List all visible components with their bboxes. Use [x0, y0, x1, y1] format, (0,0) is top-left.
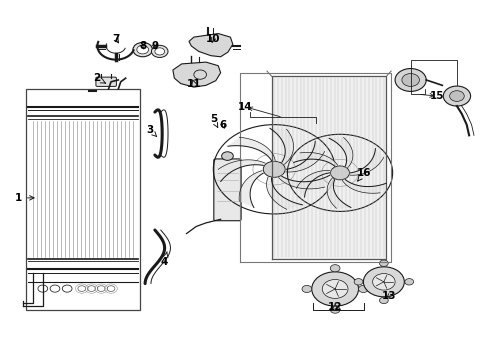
Text: 16: 16	[357, 168, 371, 181]
Polygon shape	[327, 178, 351, 208]
Circle shape	[379, 297, 388, 303]
Text: 5: 5	[210, 114, 218, 127]
Polygon shape	[279, 175, 330, 189]
Circle shape	[330, 306, 340, 313]
Circle shape	[137, 45, 148, 54]
Polygon shape	[329, 138, 353, 168]
Polygon shape	[189, 33, 233, 57]
Polygon shape	[239, 171, 263, 208]
Text: 11: 11	[187, 78, 201, 89]
Circle shape	[155, 48, 165, 55]
Polygon shape	[218, 160, 265, 181]
Text: 4: 4	[161, 252, 168, 267]
Circle shape	[221, 152, 233, 160]
Polygon shape	[267, 177, 302, 209]
FancyBboxPatch shape	[214, 159, 241, 221]
Circle shape	[354, 279, 363, 285]
Text: 8: 8	[139, 41, 147, 51]
FancyBboxPatch shape	[96, 77, 116, 86]
Polygon shape	[270, 128, 294, 164]
Polygon shape	[294, 152, 338, 166]
Circle shape	[379, 260, 388, 266]
Polygon shape	[343, 180, 386, 193]
Polygon shape	[350, 149, 384, 175]
Circle shape	[330, 265, 340, 272]
Polygon shape	[173, 62, 220, 87]
Circle shape	[331, 166, 349, 180]
Text: 15: 15	[430, 91, 445, 101]
Text: 9: 9	[151, 41, 158, 51]
Circle shape	[405, 279, 414, 285]
Circle shape	[302, 285, 312, 293]
Circle shape	[372, 274, 395, 290]
Circle shape	[263, 161, 285, 177]
Text: 2: 2	[93, 73, 105, 83]
Circle shape	[359, 285, 368, 293]
Text: 10: 10	[206, 34, 220, 44]
Text: 6: 6	[220, 120, 227, 130]
Text: 7: 7	[112, 34, 120, 44]
Text: 1: 1	[15, 193, 34, 203]
Text: 3: 3	[147, 125, 157, 136]
Text: 14: 14	[238, 102, 252, 112]
Polygon shape	[286, 141, 325, 172]
Circle shape	[402, 73, 419, 86]
Circle shape	[133, 42, 152, 57]
Circle shape	[151, 45, 168, 58]
Text: 13: 13	[382, 291, 396, 301]
Polygon shape	[272, 76, 386, 258]
Text: 12: 12	[328, 302, 343, 312]
Circle shape	[312, 272, 359, 306]
Polygon shape	[228, 137, 275, 161]
Circle shape	[364, 267, 404, 297]
Polygon shape	[296, 171, 330, 197]
Circle shape	[450, 91, 464, 102]
Circle shape	[395, 68, 426, 91]
Circle shape	[322, 279, 348, 298]
Circle shape	[443, 86, 470, 106]
